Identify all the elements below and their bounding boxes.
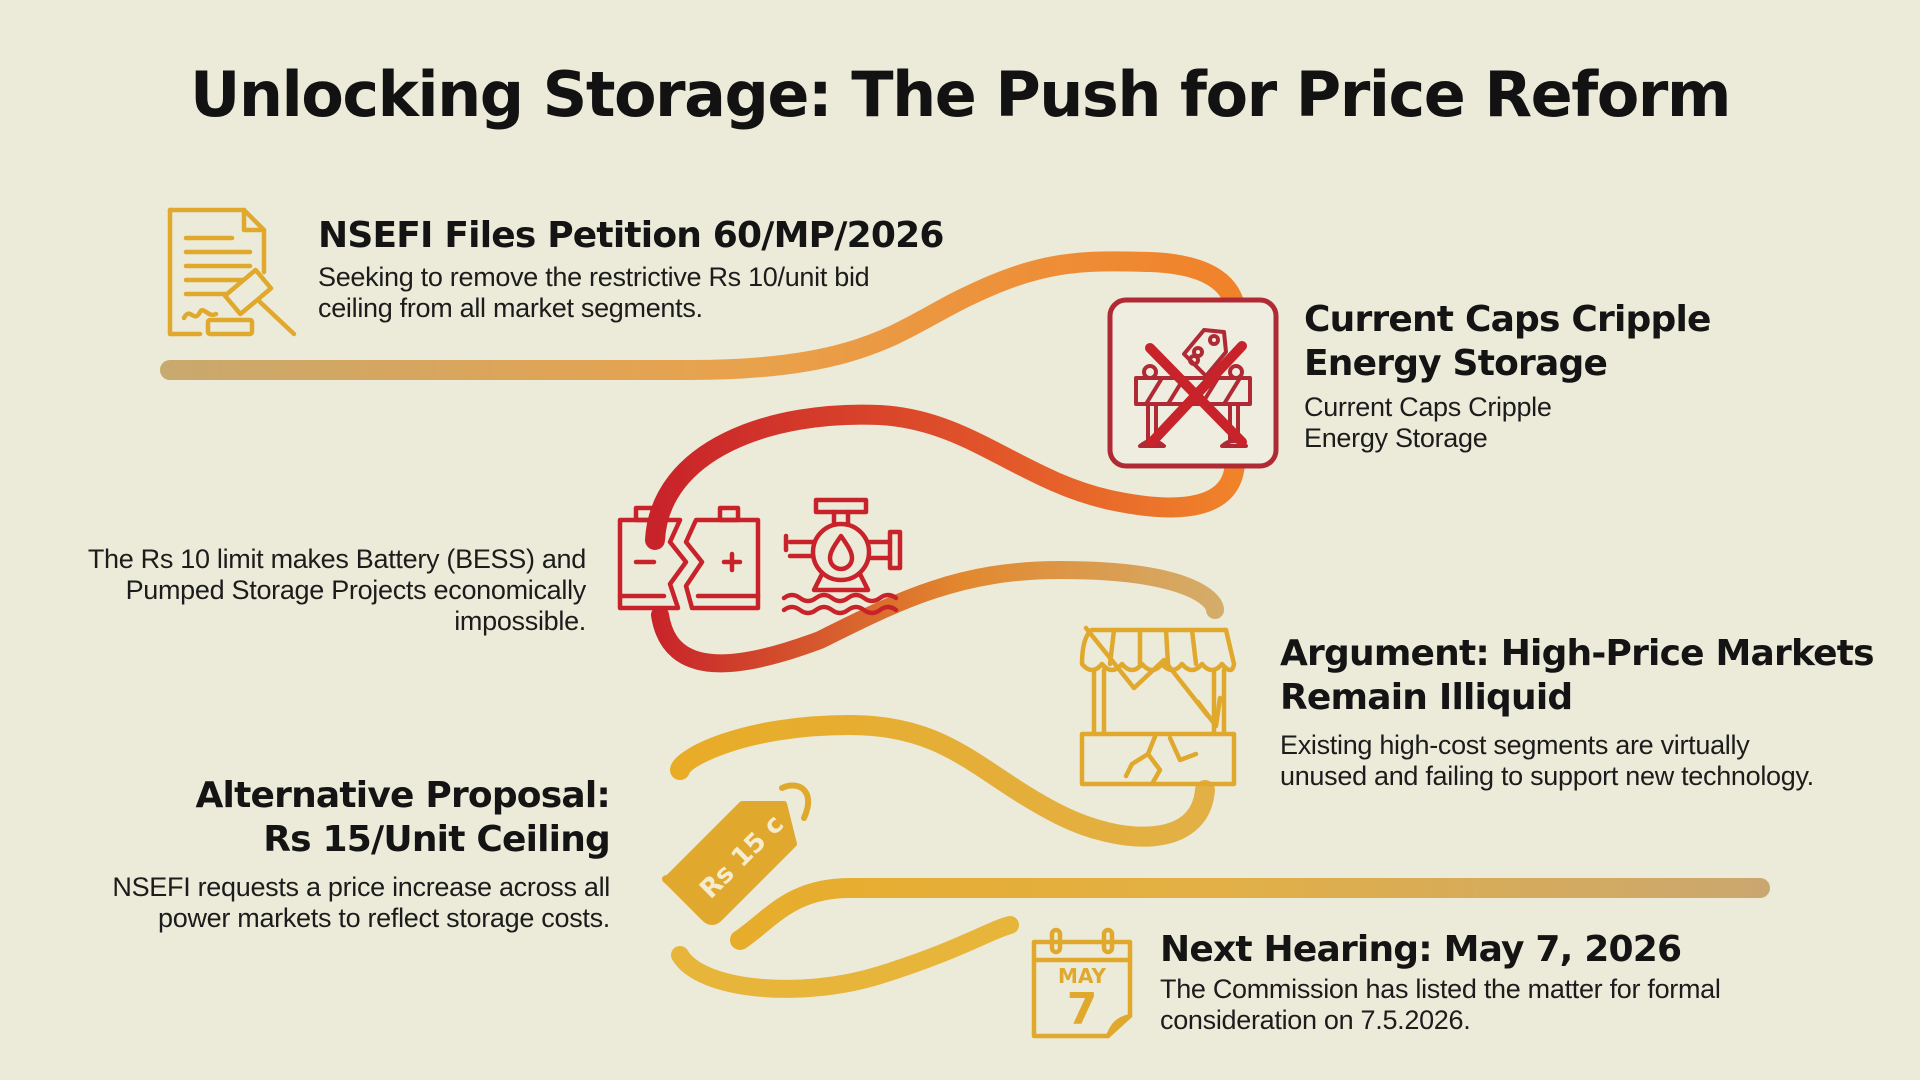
step-storage-body-line3: impossible. — [454, 606, 586, 636]
step-alternative: Alternative Proposal: Rs 15/Unit Ceiling… — [40, 774, 610, 934]
step-caps-heading-line1: Current Caps Cripple — [1304, 299, 1711, 340]
calendar-month: MAY — [1058, 964, 1106, 988]
step-storage-body-line2: Pumped Storage Projects economically — [125, 575, 587, 605]
page-title: Unlocking Storage: The Push for Price Re… — [190, 58, 1731, 131]
step-argument-heading-line2: Remain Illiquid — [1280, 677, 1573, 718]
step-alternative-body-line1: NSEFI requests a price increase across a… — [112, 872, 610, 902]
step-alternative-body-line2: power markets to reflect storage costs. — [158, 903, 610, 933]
step-hearing-body-line2: consideration on 7.5.2026. — [1160, 1005, 1471, 1035]
step-storage-impact: The Rs 10 limit makes Battery (BESS) and… — [40, 544, 586, 637]
broken-battery-icon — [614, 500, 764, 623]
step-caps-body-line1: Current Caps Cripple — [1304, 392, 1552, 422]
step-petition: NSEFI Files Petition 60/MP/2026 Seeking … — [318, 214, 958, 324]
step-caps: Current Caps Cripple Energy Storage Curr… — [1304, 298, 1864, 454]
step-argument: Argument: High-Price Markets Remain Illi… — [1280, 632, 1900, 792]
price-tag-icon: Rs 15 c — [654, 774, 834, 944]
step-argument-body-line1: Existing high-cost segments are virtuall… — [1280, 730, 1750, 760]
step-petition-heading: NSEFI Files Petition 60/MP/2026 — [318, 215, 944, 256]
step-hearing-body-line1: The Commission has listed the matter for… — [1160, 974, 1721, 1004]
blocked-barrier-price-tag-icon — [1106, 296, 1280, 475]
calendar-day: 7 — [1066, 984, 1098, 1035]
pumped-hydro-icon — [778, 494, 904, 623]
step-hearing-heading: Next Hearing: May 7, 2026 — [1160, 929, 1682, 970]
calendar-icon: MAY 7 — [1028, 924, 1136, 1040]
step-alternative-heading-line1: Alternative Proposal: — [195, 775, 611, 816]
cracked-market-stall-icon — [1074, 614, 1242, 793]
step-argument-heading-line1: Argument: High-Price Markets — [1280, 633, 1875, 674]
step-argument-body-line2: unused and failing to support new techno… — [1280, 761, 1814, 791]
document-gavel-icon — [162, 202, 306, 347]
step-petition-body: Seeking to remove the restrictive Rs 10/… — [318, 262, 870, 323]
step-hearing: Next Hearing: May 7, 2026 The Commission… — [1160, 928, 1880, 1036]
step-caps-body-line2: Energy Storage — [1304, 423, 1488, 453]
step-storage-body-line1: The Rs 10 limit makes Battery (BESS) and — [87, 544, 586, 574]
step-alternative-heading-line2: Rs 15/Unit Ceiling — [263, 819, 611, 860]
step-caps-heading-line2: Energy Storage — [1304, 343, 1608, 384]
